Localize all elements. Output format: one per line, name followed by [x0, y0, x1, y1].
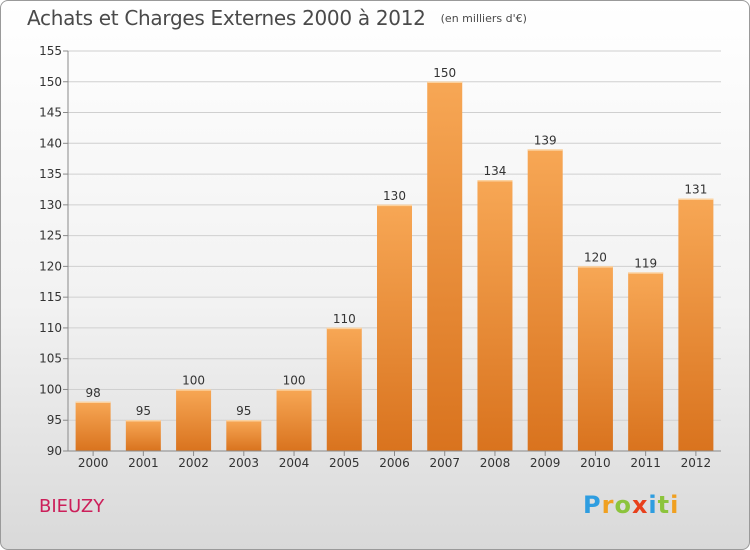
x-tick-label: 2002: [178, 456, 209, 470]
bar-value-label: 100: [283, 373, 306, 387]
y-tick-label: 115: [39, 290, 62, 304]
bar-value-label: 98: [85, 386, 100, 400]
y-tick-label: 140: [39, 136, 62, 150]
logo-letter: o: [614, 491, 632, 519]
bars: 98 95 100 95 100 110 130 150 134 139 120 119 131: [75, 66, 714, 452]
logo-letter: i: [670, 491, 680, 519]
bar-value-label: 100: [182, 373, 205, 387]
bar-value-label: 95: [236, 404, 251, 418]
x-tick-label: 2001: [128, 456, 159, 470]
bar[interactable]: [226, 420, 262, 451]
bar[interactable]: [276, 389, 312, 451]
x-tick-label: 2004: [279, 456, 310, 470]
title-text: Achats et Charges Externes 2000 à 2012: [27, 6, 426, 30]
logo-letter: P: [583, 491, 602, 519]
bar[interactable]: [326, 327, 362, 451]
bar[interactable]: [577, 266, 613, 451]
y-tick-label: 105: [39, 352, 62, 366]
y-tick-label: 95: [47, 413, 62, 427]
x-axis: 2000 2001 2002 2003 2004 2005 2006 2007 2008 2009…: [68, 450, 721, 470]
bar[interactable]: [176, 389, 212, 451]
bar[interactable]: [377, 204, 412, 451]
logo-letter: t: [657, 491, 671, 519]
logo-letter: x: [631, 491, 649, 519]
y-tick-label: 120: [39, 259, 62, 273]
y-tick-label: 90: [47, 444, 62, 458]
x-tick-label: 2003: [229, 456, 260, 470]
logo-letter: r: [601, 491, 615, 519]
bar-value-label: 134: [484, 164, 507, 178]
bar-value-label: 120: [584, 250, 607, 264]
bar-value-label: 150: [433, 66, 456, 80]
bar[interactable]: [527, 149, 563, 451]
x-tick-label: 2005: [329, 456, 360, 470]
bar[interactable]: [75, 401, 111, 451]
x-tick-label: 2000: [78, 456, 109, 470]
bar[interactable]: [477, 180, 513, 451]
x-tick-label: 2010: [580, 456, 611, 470]
x-tick-label: 2012: [681, 456, 712, 470]
x-tick-label: 2011: [630, 456, 661, 470]
chart-title: Achats et Charges Externes 2000 à 2012 (…: [27, 6, 527, 30]
y-tick-label: 130: [39, 198, 62, 212]
x-tick-label: 2007: [429, 456, 460, 470]
y-tick-label: 125: [39, 229, 62, 243]
proxiti-logo[interactable]: Proxiti: [583, 491, 679, 519]
y-tick-label: 150: [39, 75, 62, 89]
x-tick-label: 2008: [480, 456, 511, 470]
y-tick-label: 135: [39, 167, 62, 181]
bar-value-label: 110: [333, 312, 356, 326]
x-tick-label: 2009: [530, 456, 561, 470]
commune-name: BIEUZY: [39, 496, 105, 517]
bar-value-label: 95: [136, 404, 151, 418]
unit-text: (en milliers d'€): [440, 12, 527, 25]
logo-letter: i: [648, 491, 658, 519]
bar[interactable]: [427, 81, 463, 452]
y-tick-label: 145: [39, 106, 62, 120]
bar-value-label: 131: [684, 183, 707, 197]
x-tick-label: 2006: [379, 456, 410, 470]
bar[interactable]: [678, 198, 714, 451]
bar[interactable]: [125, 420, 161, 451]
bar-value-label: 119: [634, 257, 657, 271]
y-axis: 90 95 100 105 110 115 120 125 130 135 140 145 150 155: [39, 44, 69, 458]
y-tick-label: 110: [39, 321, 62, 335]
y-tick-label: 100: [39, 382, 62, 396]
bar[interactable]: [628, 272, 664, 451]
bar-value-label: 130: [383, 189, 406, 203]
y-tick-label: 155: [39, 44, 62, 58]
bar-value-label: 139: [534, 133, 557, 147]
